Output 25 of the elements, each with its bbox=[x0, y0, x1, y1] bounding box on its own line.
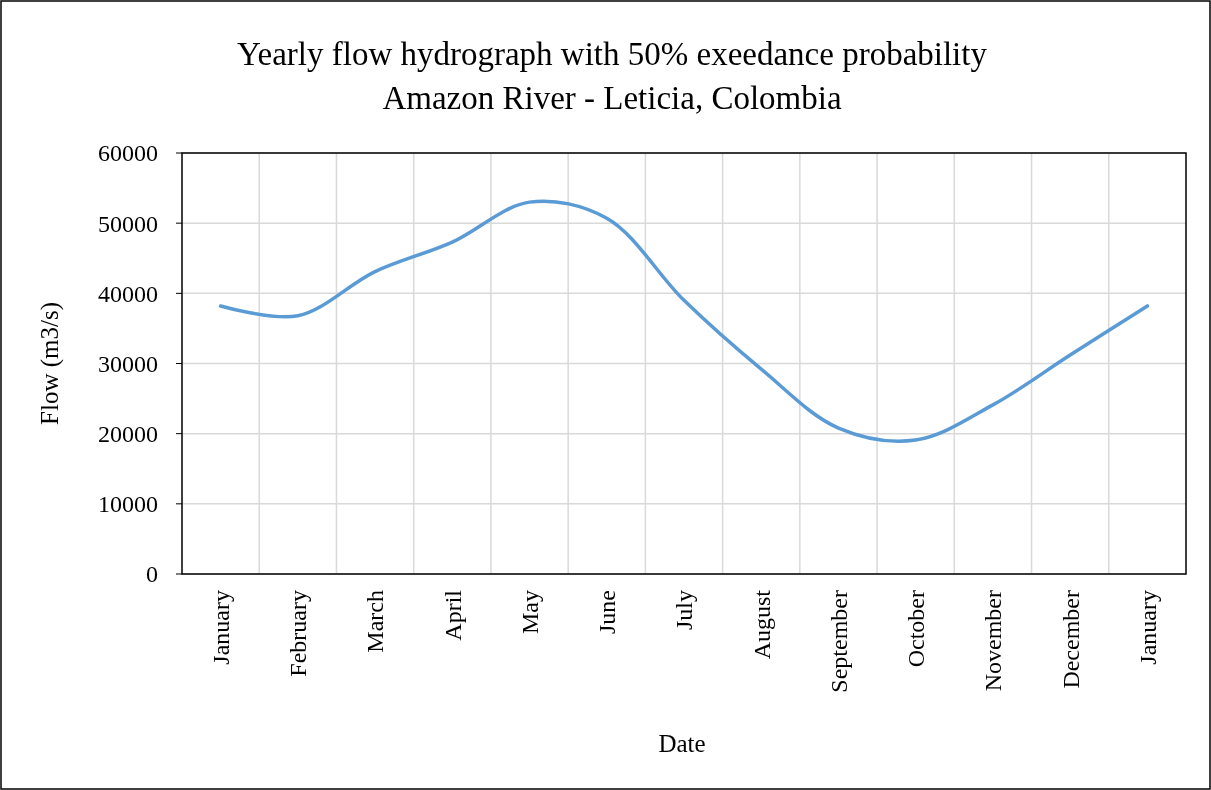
y-tick-label: 20000 bbox=[98, 421, 158, 448]
y-tick-label: 40000 bbox=[98, 280, 158, 307]
y-tick-label: 10000 bbox=[98, 491, 158, 518]
y-tick-label: 30000 bbox=[98, 350, 158, 377]
x-tick-label: February bbox=[285, 590, 312, 677]
x-tick-label: May bbox=[516, 590, 543, 634]
x-tick-label: January bbox=[1134, 590, 1161, 665]
x-tick-label: January bbox=[208, 590, 235, 665]
line-series bbox=[218, 199, 1150, 443]
x-tick-label: June bbox=[594, 590, 621, 634]
y-tick-label: 0 bbox=[146, 561, 158, 588]
x-tick-label: July bbox=[671, 590, 698, 631]
x-tick-label: March bbox=[362, 590, 389, 653]
y-tick-label: 50000 bbox=[98, 210, 158, 237]
x-tick-label: November bbox=[980, 589, 1007, 692]
y-tick-label: 60000 bbox=[98, 140, 158, 167]
chart-title: Yearly flow hydrograph with 50% exeedance probability bbox=[237, 36, 988, 72]
x-axis-title: Date bbox=[658, 730, 706, 757]
x-tick-label: August bbox=[748, 589, 775, 660]
x-tick-label: April bbox=[439, 589, 466, 641]
x-tick-label: October bbox=[903, 589, 930, 668]
x-tick-label: December bbox=[1057, 590, 1084, 689]
y-axis-title: Flow (m3/s) bbox=[36, 302, 64, 425]
chart-subtitle: Amazon River - Leticia, Colombia bbox=[382, 80, 842, 116]
x-tick-label: September bbox=[825, 590, 852, 693]
